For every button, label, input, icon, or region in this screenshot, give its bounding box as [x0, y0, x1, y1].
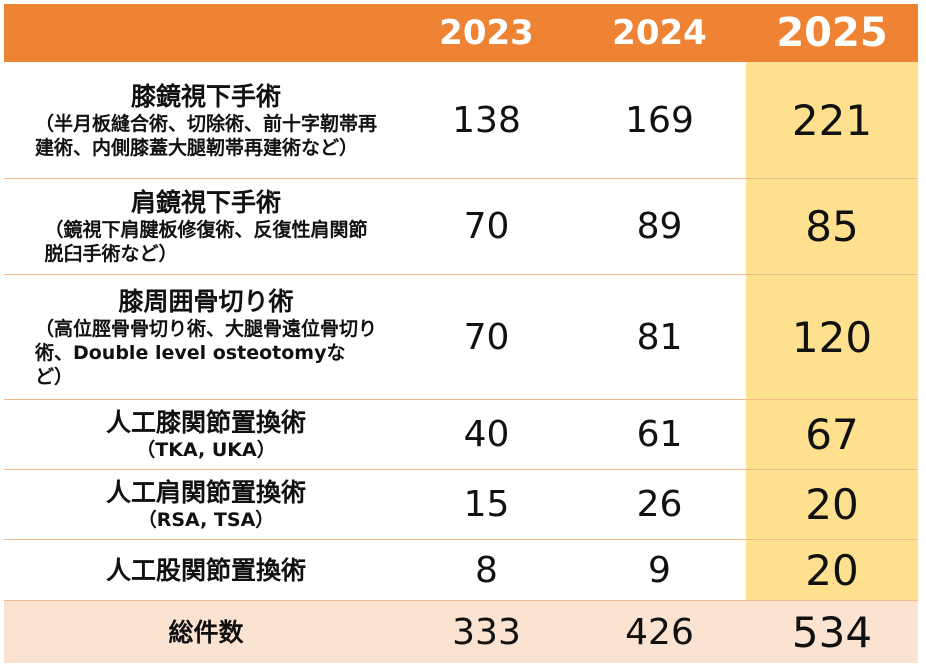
table-row: 人工肩関節置換術 （RSA, TSA） 15 26 20 — [4, 470, 918, 540]
procedure-title: 肩鏡視下手術 — [130, 188, 281, 217]
total-label: 総件数 — [168, 617, 244, 647]
row-label: 膝周囲骨切り術 （高位脛骨骨切り術、大腿骨遠位骨切り 術、Double leve… — [4, 275, 400, 399]
procedure-detail: （鏡視下肩腱板修復術、反復性肩関節 脱臼手術など） — [44, 219, 368, 265]
table-row: 膝鏡視下手術 （半月板縫合術、切除術、前十字靭帯再 建術、内側膝蓋大腿靭帯再建術… — [4, 62, 918, 179]
table-row: 膝周囲骨切り術 （高位脛骨骨切り術、大腿骨遠位骨切り 術、Double leve… — [4, 275, 918, 400]
procedure-detail: （高位脛骨骨切り術、大腿骨遠位骨切り 術、Double level osteot… — [34, 317, 377, 388]
count-2023: 8 — [400, 540, 573, 600]
header-year-2023: 2023 — [439, 13, 534, 53]
procedure-title: 人工肩関節置換術 — [105, 478, 306, 507]
procedure-title: 膝鏡視下手術 — [130, 81, 281, 111]
table-row: 人工股関節置換術 8 9 20 — [4, 540, 918, 601]
total-row: 総件数 333 426 534 — [4, 601, 918, 663]
count-2024: 169 — [573, 62, 746, 178]
count-2024: 61 — [573, 400, 746, 469]
header-blank-cell — [4, 4, 400, 62]
header-row: 2023 2024 2025 — [4, 4, 918, 62]
table-row: 肩鏡視下手術 （鏡視下肩腱板修復術、反復性肩関節 脱臼手術など） 70 89 8… — [4, 179, 918, 275]
table-row: 人工膝関節置換術 （TKA, UKA） 40 61 67 — [4, 400, 918, 470]
header-year-2025: 2025 — [776, 10, 888, 56]
row-label: 人工膝関節置換術 （TKA, UKA） — [4, 400, 400, 469]
row-label: 人工股関節置換術 — [4, 540, 400, 600]
count-2024: 9 — [573, 540, 746, 600]
total-2024: 426 — [625, 611, 694, 653]
row-label: 膝鏡視下手術 （半月板縫合術、切除術、前十字靭帯再 建術、内側膝蓋大腿靭帯再建術… — [4, 62, 400, 178]
count-2024: 81 — [573, 275, 746, 399]
total-label-cell: 総件数 — [4, 601, 400, 663]
total-2023: 333 — [452, 611, 521, 653]
count-2023: 70 — [400, 179, 573, 274]
row-label: 人工肩関節置換術 （RSA, TSA） — [4, 470, 400, 539]
total-2025: 534 — [791, 607, 873, 657]
procedure-title: 人工股関節置換術 — [105, 555, 306, 585]
procedure-detail: （RSA, TSA） — [137, 509, 275, 531]
procedure-detail: （TKA, UKA） — [136, 439, 276, 461]
count-2023: 138 — [400, 62, 573, 178]
procedure-title: 人工膝関節置換術 — [105, 408, 306, 437]
count-2025: 120 — [746, 275, 918, 399]
count-2025: 85 — [746, 179, 918, 274]
procedure-detail: （半月板縫合術、切除術、前十字靭帯再 建術、内側膝蓋大腿靭帯再建術など） — [34, 112, 377, 159]
count-2023: 40 — [400, 400, 573, 469]
count-2023: 15 — [400, 470, 573, 539]
count-2024: 89 — [573, 179, 746, 274]
count-2024: 26 — [573, 470, 746, 539]
count-2025: 20 — [746, 540, 918, 600]
count-2025: 67 — [746, 400, 918, 469]
header-year-2024: 2024 — [612, 13, 707, 53]
count-2025: 20 — [746, 470, 918, 539]
count-2023: 70 — [400, 275, 573, 399]
procedure-title: 膝周囲骨切り術 — [118, 286, 294, 316]
row-label: 肩鏡視下手術 （鏡視下肩腱板修復術、反復性肩関節 脱臼手術など） — [4, 179, 400, 274]
count-2025: 221 — [746, 62, 918, 178]
